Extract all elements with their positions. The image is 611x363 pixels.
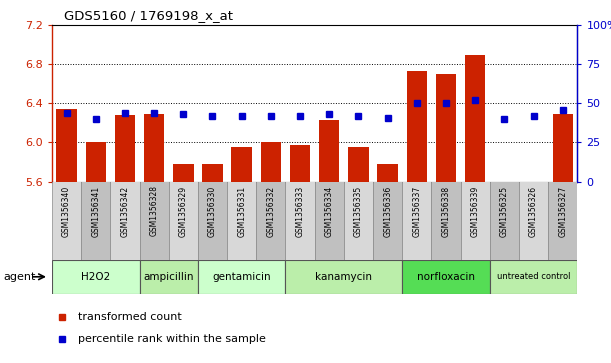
Bar bbox=[319, 120, 340, 182]
Bar bbox=[373, 182, 402, 260]
Bar bbox=[348, 147, 368, 182]
Text: GSM1356331: GSM1356331 bbox=[237, 185, 246, 237]
Text: GSM1356341: GSM1356341 bbox=[91, 185, 100, 237]
Bar bbox=[139, 260, 198, 294]
Bar bbox=[173, 164, 194, 182]
Bar bbox=[198, 182, 227, 260]
Text: GSM1356336: GSM1356336 bbox=[383, 185, 392, 237]
Bar bbox=[431, 182, 461, 260]
Bar bbox=[198, 260, 285, 294]
Text: GSM1356338: GSM1356338 bbox=[442, 185, 450, 237]
Bar bbox=[465, 55, 486, 182]
Bar bbox=[461, 182, 490, 260]
Bar bbox=[315, 182, 344, 260]
Text: GSM1356332: GSM1356332 bbox=[266, 185, 276, 237]
Bar bbox=[378, 164, 398, 182]
Bar bbox=[81, 182, 111, 260]
Bar bbox=[490, 182, 519, 260]
Text: percentile rank within the sample: percentile rank within the sample bbox=[78, 334, 266, 344]
Bar bbox=[402, 182, 431, 260]
Bar bbox=[111, 182, 139, 260]
Bar bbox=[52, 182, 81, 260]
Bar bbox=[285, 182, 315, 260]
Bar bbox=[290, 146, 310, 182]
Text: GSM1356330: GSM1356330 bbox=[208, 185, 217, 237]
Text: GSM1356334: GSM1356334 bbox=[325, 185, 334, 237]
Bar bbox=[436, 74, 456, 182]
Bar bbox=[169, 182, 198, 260]
Bar bbox=[519, 182, 548, 260]
Text: GSM1356340: GSM1356340 bbox=[62, 185, 71, 237]
Bar bbox=[227, 182, 256, 260]
Text: untreated control: untreated control bbox=[497, 272, 570, 281]
Text: GSM1356342: GSM1356342 bbox=[120, 185, 130, 237]
Bar bbox=[402, 260, 490, 294]
Bar bbox=[407, 71, 427, 182]
Bar bbox=[144, 114, 164, 182]
Text: gentamicin: gentamicin bbox=[213, 272, 271, 282]
Bar bbox=[261, 142, 281, 182]
Bar bbox=[56, 109, 77, 182]
Bar bbox=[548, 182, 577, 260]
Text: kanamycin: kanamycin bbox=[315, 272, 372, 282]
Bar bbox=[494, 182, 514, 184]
Text: GSM1356327: GSM1356327 bbox=[558, 185, 567, 237]
Text: norfloxacin: norfloxacin bbox=[417, 272, 475, 282]
Text: GSM1356337: GSM1356337 bbox=[412, 185, 422, 237]
Text: GSM1356326: GSM1356326 bbox=[529, 185, 538, 237]
Bar bbox=[344, 182, 373, 260]
Text: GDS5160 / 1769198_x_at: GDS5160 / 1769198_x_at bbox=[64, 9, 233, 22]
Bar bbox=[139, 182, 169, 260]
Bar bbox=[490, 260, 577, 294]
Text: GSM1356339: GSM1356339 bbox=[470, 185, 480, 237]
Text: transformed count: transformed count bbox=[78, 311, 182, 322]
Text: GSM1356335: GSM1356335 bbox=[354, 185, 363, 237]
Bar bbox=[552, 114, 573, 182]
Text: H2O2: H2O2 bbox=[81, 272, 111, 282]
Bar bbox=[202, 164, 223, 182]
Bar bbox=[256, 182, 285, 260]
Text: ampicillin: ampicillin bbox=[144, 272, 194, 282]
Text: GSM1356329: GSM1356329 bbox=[179, 185, 188, 237]
Text: GSM1356328: GSM1356328 bbox=[150, 185, 159, 236]
Bar bbox=[86, 142, 106, 182]
Text: GSM1356325: GSM1356325 bbox=[500, 185, 509, 237]
Text: GSM1356333: GSM1356333 bbox=[296, 185, 304, 237]
Bar bbox=[232, 147, 252, 182]
Text: agent: agent bbox=[3, 272, 35, 282]
Bar bbox=[285, 260, 402, 294]
Bar bbox=[52, 260, 139, 294]
Bar bbox=[115, 115, 135, 182]
